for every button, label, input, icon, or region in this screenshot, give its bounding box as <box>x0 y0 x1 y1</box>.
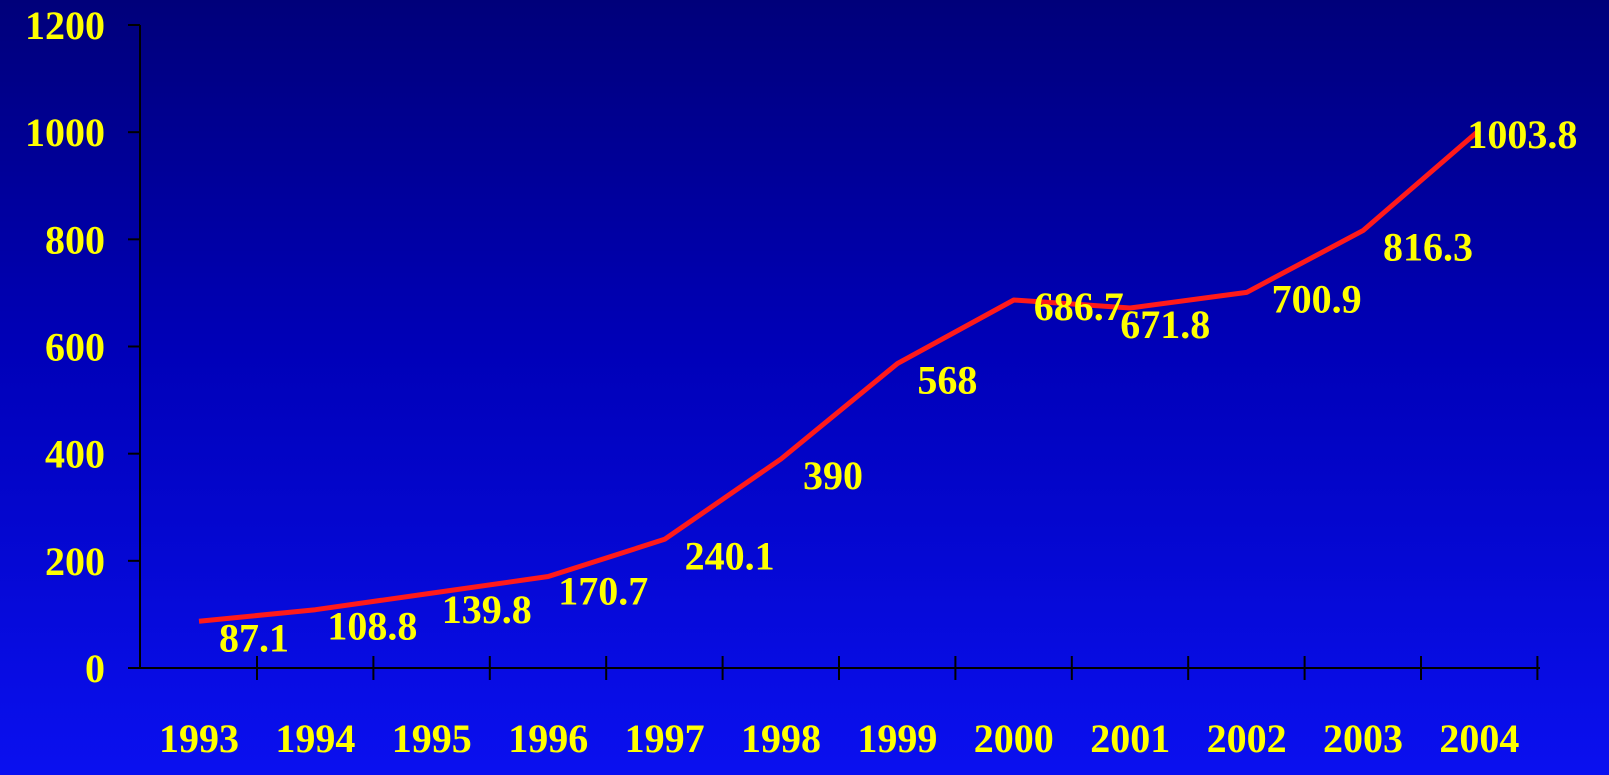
x-tick-label: 1996 <box>508 716 588 761</box>
axes <box>139 25 1540 669</box>
data-label: 816.3 <box>1383 225 1473 270</box>
x-tick-label: 1998 <box>741 716 821 761</box>
data-label: 390 <box>803 453 863 498</box>
data-label: 170.7 <box>558 569 648 614</box>
y-tick-label: 1000 <box>25 110 105 155</box>
x-tick-label: 2003 <box>1323 716 1403 761</box>
x-tick-label: 2004 <box>1439 716 1519 761</box>
x-tick-label: 2000 <box>974 716 1054 761</box>
x-tick-label: 2002 <box>1207 716 1287 761</box>
data-label: 240.1 <box>685 533 775 578</box>
data-label: 671.8 <box>1120 302 1210 347</box>
x-tick-label: 1994 <box>275 716 355 761</box>
data-label: 139.8 <box>442 587 532 632</box>
x-tick-label: 1995 <box>392 716 472 761</box>
data-labels: 87.1 108.8 139.8 170.7 240.1 390 568 686.7671.8… <box>219 112 1577 660</box>
data-label: 87.1 <box>219 615 289 660</box>
y-tick-label: 600 <box>45 325 105 370</box>
x-tick-label: 2001 <box>1090 716 1170 761</box>
x-ticks: 1993 1994 1995 1996 1997 1998 1999 2000 2001 2002… <box>159 656 1539 761</box>
y-tick-label: 200 <box>45 539 105 584</box>
y-ticks: 0 200 400 600 800 1000 1200 <box>25 3 140 691</box>
y-tick-label: 0 <box>85 646 105 691</box>
y-tick-label: 1200 <box>25 3 105 48</box>
y-tick-label: 400 <box>45 432 105 477</box>
data-label: 568 <box>917 358 977 403</box>
data-label: 700.9 <box>1272 276 1362 321</box>
x-tick-label: 1993 <box>159 716 239 761</box>
series-line <box>198 128 1482 624</box>
data-label: 1003.8 <box>1467 112 1577 157</box>
data-label: 108.8 <box>327 604 417 649</box>
x-tick-label: 1997 <box>625 716 705 761</box>
y-tick-label: 800 <box>45 217 105 262</box>
x-tick-label: 1999 <box>857 716 937 761</box>
data-label: 686.7 <box>1034 284 1124 329</box>
